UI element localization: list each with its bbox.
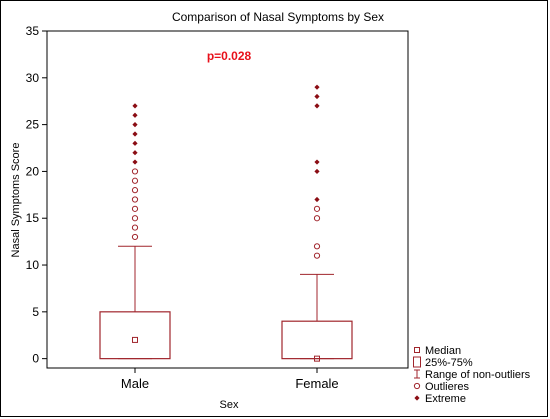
chart-title: Comparison of Nasal Symptoms by Sex [172, 10, 384, 24]
outlier-point [313, 252, 321, 259]
legend-outlier-icon [413, 382, 421, 390]
legend-label: Outlieres [425, 381, 470, 393]
box-series [99, 84, 353, 362]
outlier-point [131, 177, 139, 184]
legend-label: Range of non-outliers [425, 369, 531, 381]
extreme-point [314, 168, 320, 175]
legend-whisker-icon [414, 369, 420, 379]
box-female [281, 84, 353, 362]
iqr-box [99, 311, 171, 360]
extreme-point [132, 150, 138, 156]
median-marker [132, 336, 138, 343]
extreme-point [314, 93, 320, 100]
y-tick-label: 5 [32, 305, 39, 319]
extreme-point [132, 112, 138, 118]
extreme-point [314, 103, 320, 109]
y-tick-label: 25 [26, 118, 40, 132]
plot-area [46, 30, 409, 369]
legend-box-icon [413, 356, 421, 368]
outlier-point [313, 205, 321, 212]
outlier-point [131, 205, 139, 212]
y-tick-label: 15 [26, 211, 40, 225]
y-axis-title: Nasal Symptoms Score [10, 143, 22, 258]
y-tick-label: 35 [26, 24, 40, 38]
y-tick-label: 20 [26, 164, 40, 178]
iqr-box [281, 320, 353, 360]
outlier-point [313, 215, 321, 222]
y-tick-label: 0 [32, 352, 39, 366]
x-category-label: Male [121, 376, 149, 391]
y-tick-label: 30 [26, 71, 40, 85]
box-male [99, 103, 171, 360]
extreme-point [132, 159, 138, 165]
outlier-point [313, 243, 321, 250]
extreme-point [314, 84, 320, 90]
p-value-annotation: p=0.028 [207, 49, 252, 63]
x-axis: Male Female [121, 368, 339, 391]
outlier-point [131, 224, 139, 231]
x-category-label: Female [295, 376, 338, 391]
outlier-point [131, 233, 139, 241]
extreme-point [132, 140, 138, 146]
outlier-point [131, 215, 139, 222]
extreme-point [132, 122, 138, 128]
legend-label: Median [425, 345, 461, 357]
median-marker [314, 355, 320, 362]
legend-label: 25%-75% [425, 357, 473, 369]
legend-label: Extreme [425, 393, 466, 405]
x-axis-title: Sex [220, 399, 239, 411]
y-tick-label: 10 [26, 258, 40, 272]
extreme-point [314, 196, 320, 203]
outlier-point [131, 196, 139, 203]
y-axis: 0 5 10 15 20 25 30 35 [26, 24, 47, 366]
legend-extreme-icon [414, 395, 420, 401]
extreme-point [132, 131, 138, 137]
outlier-point [131, 187, 139, 194]
extreme-point [314, 159, 320, 165]
outlier-point [131, 168, 139, 175]
legend-median-icon [414, 347, 420, 353]
extreme-point [132, 103, 138, 109]
